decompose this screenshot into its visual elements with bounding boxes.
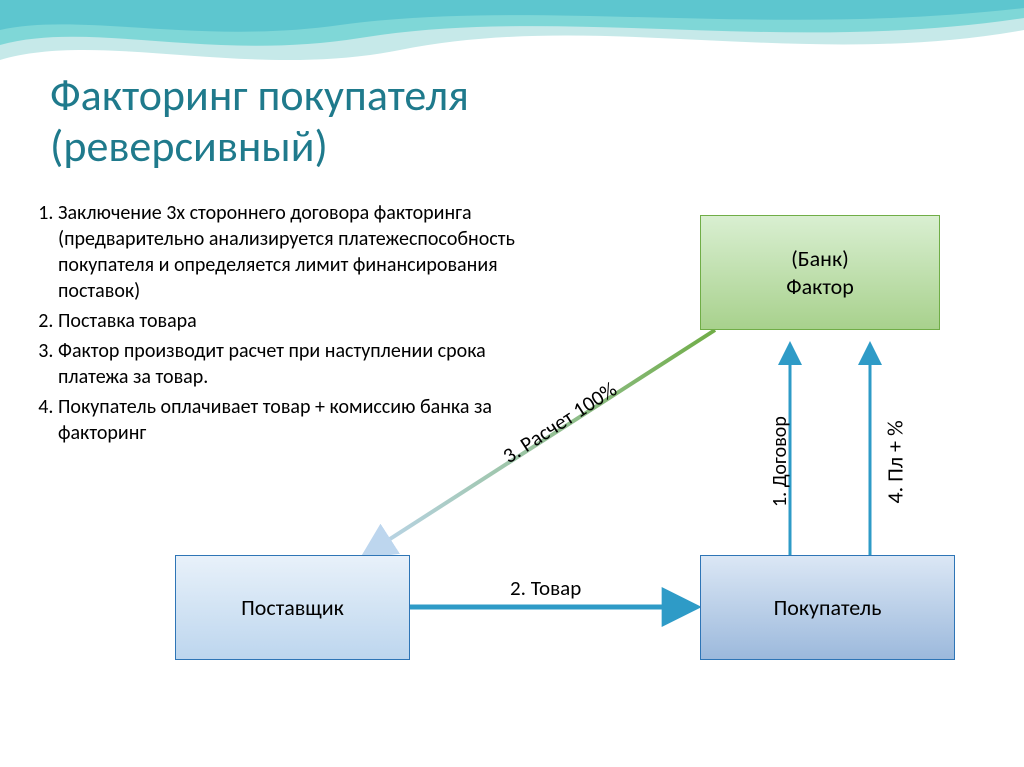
node-factor: (Банк) Фактор — [700, 215, 940, 330]
edge-label-contract: 1. Договор — [768, 416, 792, 507]
list-item: Поставка товара — [58, 308, 550, 334]
page-title: Факторинг покупателя (реверсивный) — [50, 70, 750, 171]
edge-label-payment: 4. Пл + % — [882, 420, 909, 503]
node-label: Поставщик — [241, 594, 344, 622]
list-item: Покупатель оплачивает товар + комиссию б… — [58, 394, 550, 446]
edge-label-goods: 2. Товар — [510, 575, 581, 601]
node-buyer: Покупатель — [700, 555, 955, 660]
node-supplier: Поставщик — [175, 555, 410, 660]
node-label: Покупатель — [774, 594, 882, 622]
node-label: (Банк) Фактор — [786, 245, 854, 300]
list-item: Заключение 3х стороннего договора фактор… — [58, 200, 550, 304]
steps-list: Заключение 3х стороннего договора фактор… — [30, 200, 550, 450]
list-item: Фактор производит расчет при наступлении… — [58, 338, 550, 390]
